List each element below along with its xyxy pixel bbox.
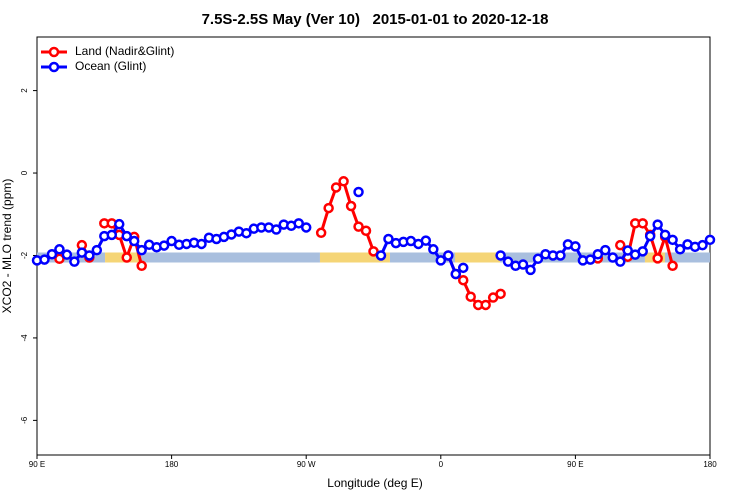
x-tick-label: 90 E [567, 460, 583, 469]
point [121, 252, 132, 263]
plot-frame [36, 36, 711, 456]
point [435, 255, 447, 266]
point [353, 221, 364, 232]
point [697, 239, 708, 251]
point [637, 218, 648, 229]
point [271, 224, 282, 235]
point [637, 246, 648, 257]
point [368, 246, 379, 257]
point [136, 244, 147, 256]
point [570, 241, 581, 252]
point [495, 250, 506, 261]
point [54, 244, 65, 255]
point [585, 254, 596, 265]
point [428, 244, 439, 255]
point [121, 230, 132, 242]
point [659, 229, 671, 241]
point [555, 250, 566, 261]
y-tick-label: -2 [20, 251, 29, 259]
legend-marker [48, 61, 60, 73]
x-axis-title: Longitude (deg E) [327, 476, 422, 490]
point [69, 256, 80, 267]
point [128, 235, 140, 247]
legend-marker [48, 46, 60, 58]
y-tick-label: 2 [20, 88, 29, 93]
point [592, 248, 604, 260]
point [502, 256, 514, 267]
point [338, 176, 349, 187]
point [300, 222, 312, 233]
point [495, 288, 506, 300]
point [383, 233, 394, 245]
chart-title: 7.5S-2.5S May (Ver 10) 2015-01-01 to 202… [202, 11, 549, 28]
x-tick-label: 90 E [29, 460, 45, 469]
point [39, 254, 50, 265]
point [607, 252, 619, 263]
point [457, 274, 469, 286]
point [293, 218, 304, 229]
point [375, 250, 387, 261]
x-tick-label: 180 [165, 460, 179, 469]
point [667, 234, 678, 246]
y-axis-title: XCO2 - MLO trend (ppm) [0, 179, 14, 314]
point [600, 244, 611, 256]
point [196, 238, 207, 250]
x-tick-label: 180 [703, 460, 717, 469]
legend-label: Land (Nadir&Glint) [75, 44, 174, 58]
point [315, 227, 327, 239]
point [615, 256, 626, 267]
point [91, 244, 103, 256]
point [345, 200, 357, 212]
point [667, 260, 678, 272]
point [420, 235, 432, 246]
point [644, 230, 656, 242]
x-tick-label: 90 W [297, 460, 316, 469]
point [652, 219, 663, 230]
point [158, 240, 170, 251]
point [704, 234, 716, 246]
point [106, 229, 118, 241]
point [652, 253, 663, 264]
point [525, 264, 536, 276]
x-tick-label: 0 [439, 460, 444, 469]
point [615, 239, 626, 251]
point [480, 299, 491, 311]
point [532, 253, 544, 265]
point [360, 225, 372, 236]
point [84, 250, 95, 261]
point [457, 262, 469, 274]
point [622, 245, 633, 256]
point [241, 227, 252, 239]
point [61, 249, 73, 260]
y-tick-label: 0 [20, 170, 29, 175]
point [136, 260, 147, 272]
point [465, 291, 476, 302]
point [674, 244, 686, 255]
point [517, 259, 529, 270]
point [114, 218, 125, 230]
point [323, 202, 334, 214]
point [353, 186, 364, 198]
point [330, 182, 342, 193]
y-tick-label: -4 [20, 334, 29, 342]
point [450, 268, 462, 280]
point [54, 253, 65, 265]
y-tick-label: -6 [20, 416, 29, 424]
legend-label: Ocean (Glint) [75, 59, 146, 73]
point [46, 248, 58, 260]
point [443, 250, 454, 261]
